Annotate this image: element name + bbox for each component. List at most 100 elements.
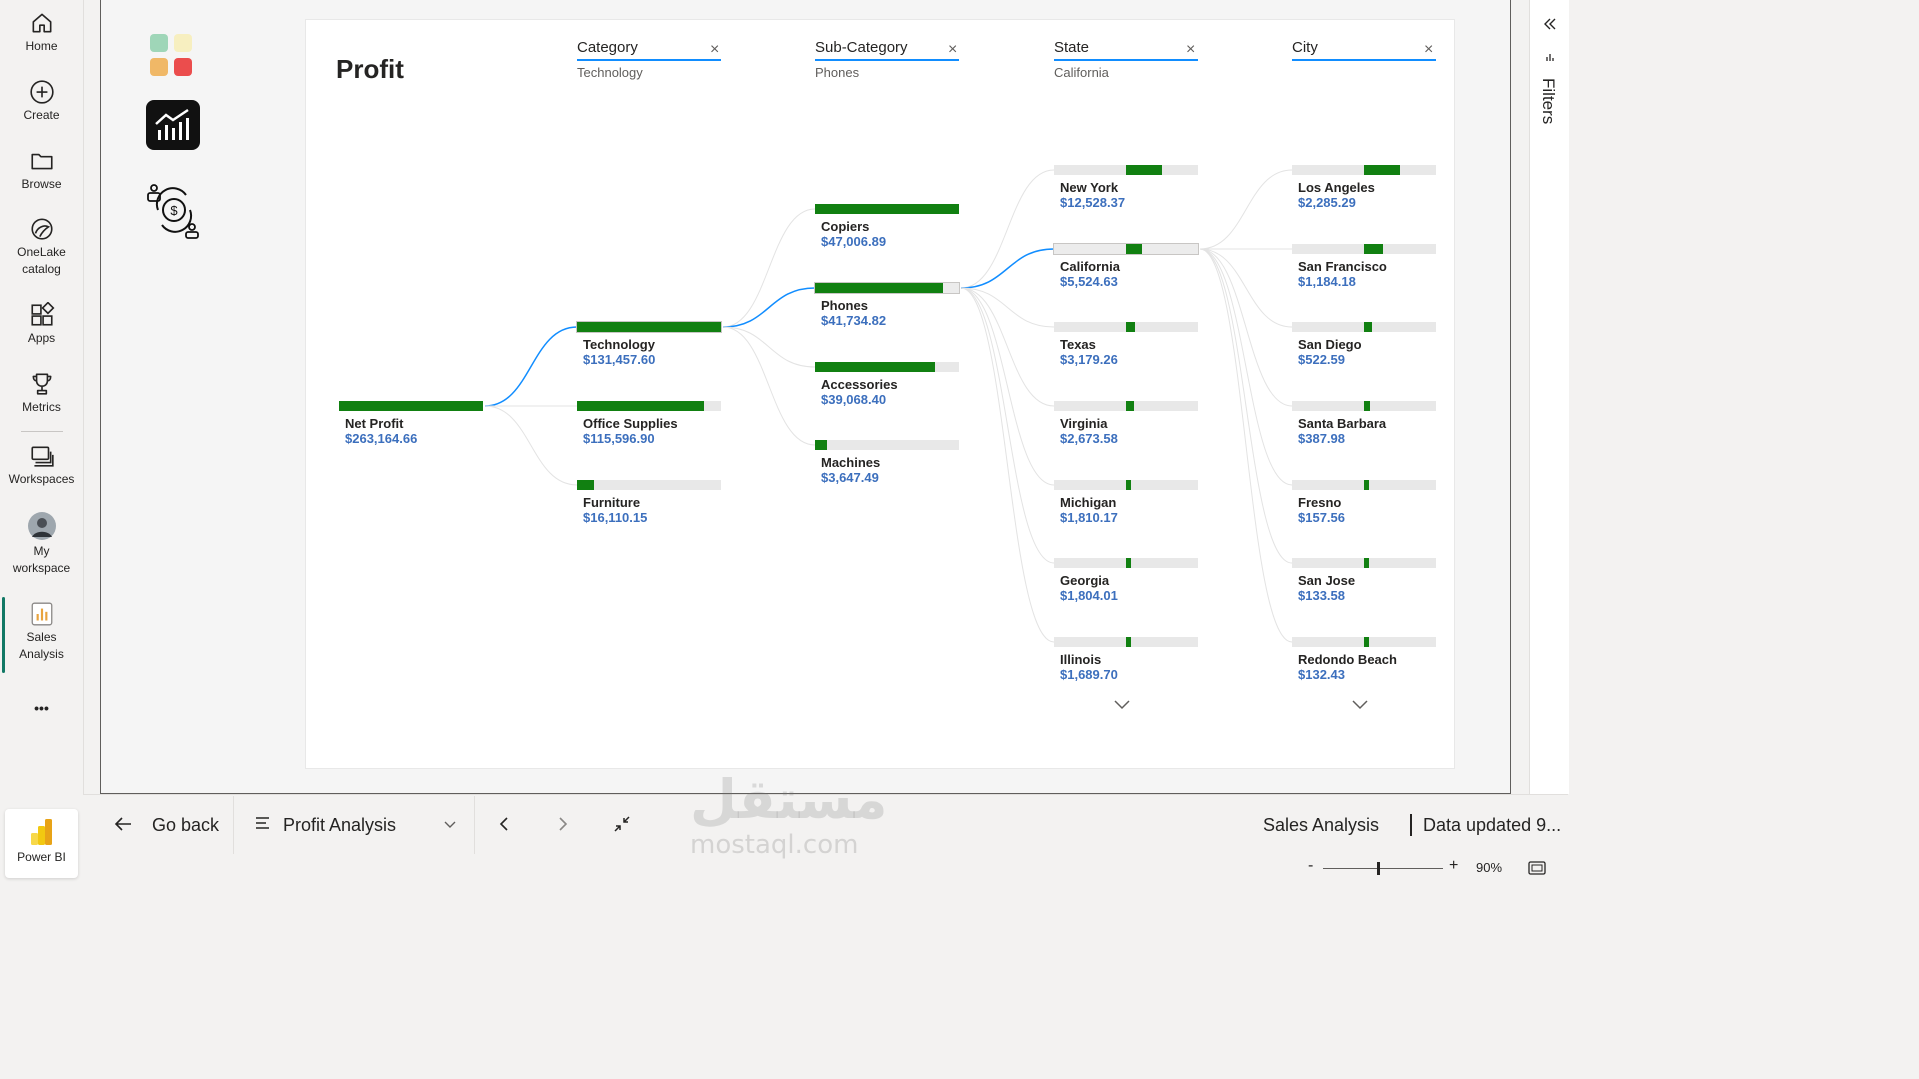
node-bar [815, 440, 827, 450]
node-label: Los Angeles [1298, 180, 1375, 195]
filters-pane-label[interactable]: Filters [1539, 78, 1558, 125]
chevron-down-icon[interactable] [443, 820, 457, 829]
tree-connector [722, 208, 816, 328]
node-label: Santa Barbara [1298, 416, 1387, 431]
next-page-icon[interactable] [557, 816, 569, 832]
nav-apps-label: Apps [27, 331, 56, 345]
remove-level-button[interactable]: × [948, 41, 958, 58]
nav-more-button[interactable]: ••• [0, 700, 83, 716]
tree-connector [722, 326, 816, 446]
analytics-chart-icon[interactable] [146, 100, 200, 150]
node-value: $2,673.58 [1060, 431, 1118, 446]
tree-connector [960, 287, 1055, 486]
node-bar [577, 480, 595, 490]
node-label: Illinois [1060, 652, 1102, 667]
color-palette-icon[interactable] [148, 32, 196, 80]
tree-connector [1199, 248, 1293, 564]
node-value: $16,110.15 [583, 510, 648, 525]
level-underline [815, 59, 959, 61]
scroll-down-city-icon[interactable] [1351, 699, 1369, 711]
node-value: $47,006.89 [821, 234, 887, 249]
node-bar-background [577, 480, 721, 490]
nav-apps[interactable]: Apps [0, 302, 83, 347]
zoom-in-button[interactable]: + [1449, 857, 1459, 874]
nav-myws-label-2: workspace [12, 561, 71, 575]
exit-fullscreen-icon[interactable] [613, 815, 631, 833]
level-title: City [1292, 39, 1318, 56]
node-bar [1364, 165, 1400, 175]
nav-browse-label: Browse [21, 177, 62, 191]
previous-page-icon[interactable] [498, 816, 510, 832]
node-bar [577, 401, 704, 411]
nav-home[interactable]: Home [0, 10, 83, 55]
tree-connector [960, 287, 1055, 407]
node-label: Texas [1060, 337, 1096, 352]
node-value: $1,804.01 [1060, 588, 1118, 603]
arrow-left-icon[interactable] [113, 815, 133, 833]
nav-home-label: Home [25, 39, 58, 53]
node-value: $157.56 [1298, 510, 1345, 525]
zoom-slider-track[interactable] [1323, 868, 1443, 869]
node-bar [1126, 322, 1136, 332]
nav-onelake-catalog[interactable]: OneLake catalog [0, 216, 83, 278]
svg-text:$: $ [170, 203, 178, 218]
node-bar [815, 283, 944, 293]
level-title: Category [577, 39, 638, 56]
level-title: State [1054, 39, 1090, 56]
remove-level-button[interactable]: × [1424, 41, 1434, 58]
footer-divider [474, 796, 475, 854]
nav-create[interactable]: Create [0, 79, 83, 124]
nav-my-workspace[interactable]: My workspace [0, 511, 83, 577]
page-selector[interactable]: Profit Analysis [283, 815, 397, 835]
node-label: New York [1060, 180, 1119, 195]
tree-connector [960, 287, 1055, 643]
folder-icon [30, 153, 53, 170]
remove-level-button[interactable]: × [1186, 41, 1196, 58]
pages-list-icon[interactable] [255, 816, 271, 830]
expand-filters-icon[interactable] [1543, 18, 1557, 30]
tree-connector [1199, 169, 1293, 250]
nav-sales-analysis[interactable]: Sales Analysis [0, 601, 83, 663]
node-label: California [1060, 259, 1120, 274]
powerbi-home-tile[interactable]: Power BI [5, 809, 78, 878]
scroll-down-state-icon[interactable] [1113, 699, 1131, 711]
decomposition-tree-visual[interactable] [306, 20, 1454, 768]
nav-sales-label-1: Sales [26, 630, 57, 644]
nav-workspaces[interactable]: Workspaces [0, 443, 83, 488]
node-bar [1126, 558, 1132, 568]
level-underline [1292, 59, 1436, 61]
nav-myws-label-1: My [33, 544, 50, 558]
zoom-out-button[interactable]: - [1308, 857, 1314, 874]
node-label: Accessories [821, 377, 898, 392]
node-label: Michigan [1060, 495, 1117, 510]
node-bar-background [815, 440, 959, 450]
tree-connector [1199, 248, 1293, 328]
node-value: $12,528.37 [1060, 195, 1126, 210]
zoom-level: 90% [1476, 860, 1503, 875]
node-label: Redondo Beach [1298, 652, 1397, 667]
tree-connector [722, 326, 816, 368]
filters-pane-collapsed[interactable] [1529, 0, 1569, 794]
node-value: $39,068.40 [821, 392, 887, 407]
go-back-button[interactable]: Go back [152, 815, 220, 835]
watermark-latin: mostaql.com [690, 830, 859, 860]
nav-metrics[interactable]: Metrics [0, 371, 83, 416]
nav-browse[interactable]: Browse [0, 148, 83, 193]
report-name: Sales Analysis [1263, 815, 1380, 835]
node-value: $1,689.70 [1060, 667, 1118, 682]
tree-connector [960, 287, 1055, 328]
remove-level-button[interactable]: × [710, 41, 720, 58]
nav-divider [21, 431, 63, 432]
node-bar [815, 204, 959, 214]
nav-active-indicator [2, 597, 5, 673]
node-value: $522.59 [1298, 352, 1345, 367]
node-label: San Jose [1298, 573, 1356, 588]
node-label: San Francisco [1298, 259, 1387, 274]
report-footer-bar [83, 794, 1568, 855]
node-label: Furniture [583, 495, 641, 510]
zoom-slider-thumb[interactable] [1377, 862, 1380, 875]
fit-to-page-icon[interactable] [1528, 861, 1546, 875]
more-icon: ••• [34, 700, 49, 716]
node-label: San Diego [1298, 337, 1362, 352]
money-exchange-icon[interactable]: $ [144, 180, 204, 240]
